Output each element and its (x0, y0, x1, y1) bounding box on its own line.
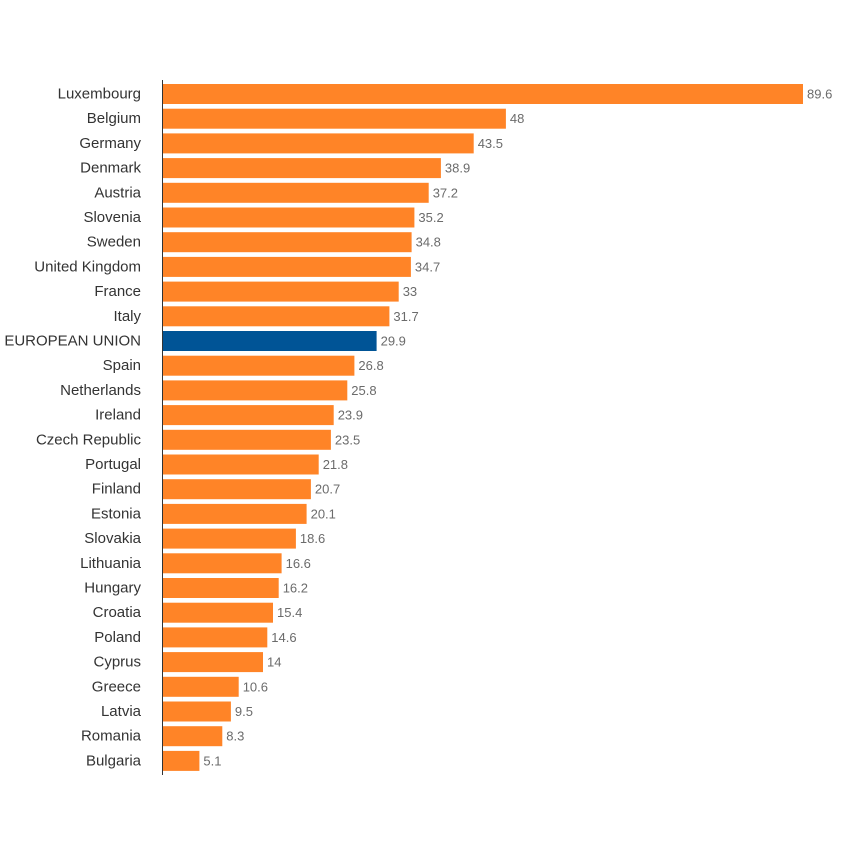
bar-latvia (163, 701, 231, 722)
category-label-france: France (94, 283, 141, 300)
value-label-cyprus: 14 (267, 655, 281, 670)
value-label-slovakia: 18.6 (300, 531, 325, 546)
value-label-hungary: 16.2 (283, 581, 308, 596)
category-label-ireland: Ireland (95, 407, 141, 424)
category-label-belgium: Belgium (87, 110, 141, 127)
value-label-latvia: 9.5 (235, 704, 253, 719)
category-label-spain: Spain (103, 357, 141, 374)
bar-luxembourg (163, 84, 803, 104)
value-label-austria: 37.2 (433, 185, 458, 200)
bar-denmark (163, 158, 441, 179)
category-label-bulgaria: Bulgaria (86, 752, 142, 769)
bar-ireland (163, 405, 334, 426)
value-label-luxembourg: 89.6 (807, 87, 832, 102)
category-label-portugal: Portugal (85, 456, 141, 473)
bar-netherlands (163, 380, 348, 401)
category-label-czech-republic: Czech Republic (36, 431, 142, 448)
category-label-romania: Romania (81, 728, 142, 745)
value-label-lithuania: 16.6 (286, 556, 311, 571)
value-label-italy: 31.7 (393, 309, 418, 324)
category-label-italy: Italy (113, 308, 141, 325)
bar-sweden (163, 232, 412, 253)
value-label-spain: 26.8 (358, 358, 383, 373)
category-label-lithuania: Lithuania (80, 555, 142, 572)
bar-belgium (163, 108, 506, 129)
bar-austria (163, 182, 429, 203)
category-label-croatia: Croatia (93, 604, 142, 621)
bar-slovenia (163, 207, 415, 228)
bar-portugal (163, 454, 319, 475)
bar-bulgaria (163, 750, 200, 771)
bar-poland (163, 627, 268, 648)
bar-finland (163, 479, 311, 500)
category-label-estonia: Estonia (91, 505, 142, 522)
category-label-slovenia: Slovenia (83, 209, 141, 226)
value-label-belgium: 48 (510, 111, 524, 126)
bar-lithuania (163, 553, 282, 574)
value-label-netherlands: 25.8 (351, 383, 376, 398)
value-label-czech-republic: 23.5 (335, 432, 360, 447)
bar-united-kingdom (163, 256, 411, 277)
category-label-poland: Poland (94, 629, 141, 646)
value-label-croatia: 15.4 (277, 605, 302, 620)
value-labels-group: 89.6 48 43.5 38.9 37.2 35.2 34.8 34.7 33 31.7 29.9… (203, 87, 832, 769)
bar-cyprus (163, 652, 263, 673)
category-label-denmark: Denmark (80, 160, 141, 177)
bar-european-union (163, 331, 377, 351)
value-label-slovenia: 35.2 (418, 210, 443, 225)
category-label-luxembourg: Luxembourg (58, 86, 141, 103)
category-label-sweden: Sweden (87, 234, 141, 251)
value-label-bulgaria: 5.1 (203, 753, 221, 768)
bar-estonia (163, 503, 307, 524)
value-label-poland: 14.6 (271, 630, 296, 645)
bar-italy (163, 306, 390, 327)
category-label-cyprus: Cyprus (93, 654, 141, 671)
category-label-european-union: EUROPEAN UNION (4, 333, 141, 350)
bar-spain (163, 355, 355, 376)
category-label-latvia: Latvia (101, 703, 142, 720)
value-label-sweden: 34.8 (416, 235, 441, 250)
value-label-romania: 8.3 (226, 729, 244, 744)
category-label-germany: Germany (79, 135, 141, 152)
category-label-finland: Finland (92, 481, 141, 498)
value-label-germany: 43.5 (478, 136, 503, 151)
value-label-portugal: 21.8 (323, 457, 348, 472)
category-labels-group: Luxembourg Belgium Germany Denmark Austria Sl… (4, 86, 141, 770)
value-label-greece: 10.6 (243, 679, 268, 694)
value-label-european-union: 29.9 (381, 334, 406, 349)
bar-hungary (163, 578, 279, 598)
bars-group (163, 84, 803, 771)
value-label-united-kingdom: 34.7 (415, 259, 440, 274)
bar-croatia (163, 602, 273, 623)
bar-romania (163, 726, 223, 747)
category-label-hungary: Hungary (84, 580, 141, 597)
value-label-ireland: 23.9 (338, 408, 363, 423)
bar-greece (163, 676, 239, 697)
category-label-greece: Greece (92, 678, 141, 695)
bar-czech-republic (163, 429, 331, 450)
category-label-austria: Austria (94, 184, 141, 201)
category-label-united-kingdom: United Kingdom (34, 258, 141, 275)
value-label-estonia: 20.1 (311, 506, 336, 521)
value-label-france: 33 (403, 284, 417, 299)
bar-france (163, 281, 399, 302)
category-label-slovakia: Slovakia (84, 530, 141, 547)
bar-germany (163, 133, 474, 154)
value-label-denmark: 38.9 (445, 161, 470, 176)
bar-slovakia (163, 528, 296, 549)
category-label-netherlands: Netherlands (60, 382, 141, 399)
value-label-finland: 20.7 (315, 482, 340, 497)
